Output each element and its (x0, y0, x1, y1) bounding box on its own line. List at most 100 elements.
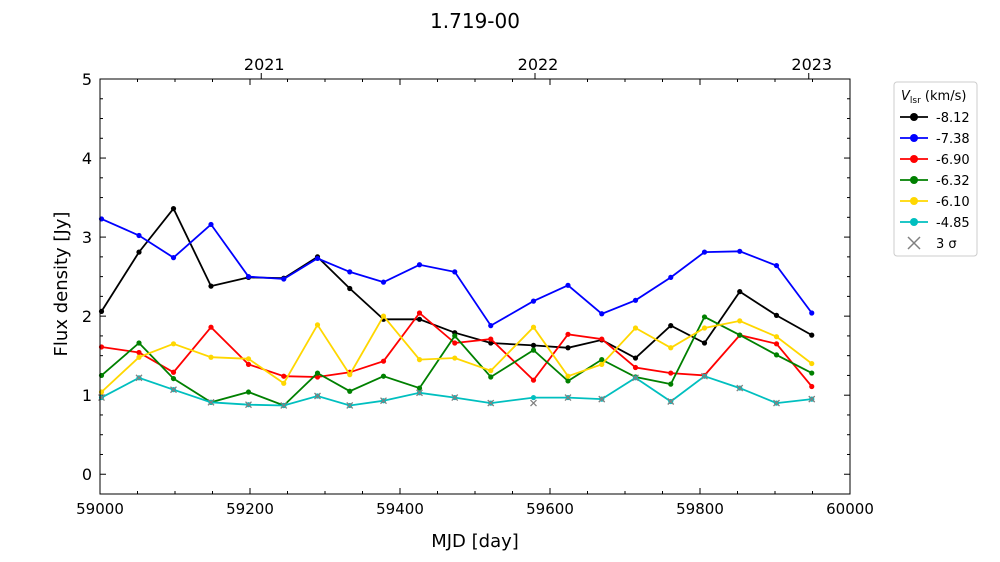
data-point (170, 369, 177, 375)
data-point (530, 342, 537, 348)
legend-swatch-marker (910, 197, 918, 205)
data-point (488, 374, 494, 380)
data-point (416, 357, 423, 363)
legend-entry-label: -7.38 (936, 132, 970, 147)
data-point (170, 341, 177, 347)
data-point (773, 312, 780, 318)
data-point (170, 375, 177, 382)
data-point (452, 355, 458, 361)
data-point (809, 360, 815, 367)
data-point (281, 276, 287, 282)
y-axis-label: Flux density [Jy] (51, 212, 72, 357)
sigma3-marker (487, 399, 495, 407)
data-point (530, 347, 537, 353)
data-point (347, 372, 353, 378)
legend-title: Vlsr (km/s) (901, 89, 966, 106)
data-point (380, 373, 387, 379)
data-point (530, 394, 537, 401)
legend-entry-label: -6.90 (936, 153, 970, 168)
legend-entry-label: -4.85 (936, 216, 970, 231)
data-point (809, 370, 815, 376)
sigma3-marker (314, 392, 321, 400)
data-point (347, 269, 353, 275)
data-point (208, 221, 214, 228)
data-point (668, 274, 674, 281)
legend-entry-label: -8.12 (936, 111, 970, 126)
x-tick-label: 60000 (826, 500, 874, 518)
data-point (136, 232, 142, 239)
data-point (314, 370, 321, 376)
data-point (701, 325, 708, 331)
legend-entry-label: -6.10 (936, 195, 970, 210)
x-tick-label: 59600 (526, 500, 574, 518)
y-tick-label: 4 (82, 149, 92, 168)
data-point (416, 262, 423, 268)
legend-sigma-label: 3 σ (936, 237, 957, 252)
legend-swatch-marker (910, 155, 918, 163)
y-tick-label: 3 (82, 228, 92, 247)
data-point (632, 297, 639, 303)
y-tick-label: 2 (82, 307, 92, 326)
data-point (565, 373, 571, 379)
data-point (416, 310, 423, 316)
data-point (737, 289, 743, 295)
data-point (737, 318, 743, 324)
data-point (565, 331, 571, 337)
data-point (488, 368, 494, 374)
data-point (809, 383, 815, 390)
top-axis-label: 2021 (244, 55, 285, 74)
sigma3-marker (280, 402, 288, 409)
y-tick-label: 0 (82, 465, 92, 484)
data-point (773, 352, 780, 358)
sigma3-marker (808, 395, 816, 403)
data-point (773, 341, 780, 347)
legend-swatch-marker (910, 176, 918, 184)
data-point (701, 314, 708, 320)
data-point (208, 354, 214, 360)
data-point (599, 311, 605, 317)
sigma3-marker (530, 399, 537, 407)
data-point (416, 385, 423, 391)
data-point (245, 389, 252, 395)
data-point (809, 310, 815, 316)
y-tick-label: 5 (82, 70, 92, 89)
y-tick-label: 1 (82, 386, 92, 405)
data-point (136, 340, 142, 346)
sigma3-marker (207, 398, 215, 406)
sigma3-marker (416, 389, 423, 397)
data-point (701, 340, 708, 346)
top-axis-label: 2022 (518, 55, 559, 74)
data-point (136, 349, 142, 356)
data-point (530, 324, 537, 330)
data-point (668, 381, 674, 387)
data-point (380, 313, 387, 319)
sigma3-marker (451, 394, 459, 402)
data-point (380, 279, 387, 285)
data-point (737, 248, 743, 254)
data-point (347, 285, 353, 292)
x-tick-label: 59000 (76, 500, 124, 518)
x-tick-label: 59800 (676, 500, 724, 518)
data-point (632, 355, 639, 361)
sigma3-marker (135, 374, 143, 382)
sigma3-marker (380, 397, 387, 405)
axis-ticks: 59000 59200 59400 59600 59800 60000 0 1 2 3 4 5 2021… (76, 55, 874, 518)
data-point (599, 336, 605, 342)
data-point (245, 356, 252, 362)
x-tick-label: 59400 (376, 500, 424, 518)
sigma3-marker (346, 402, 354, 409)
data-point (170, 255, 177, 261)
legend-sigma-marker (907, 236, 921, 250)
data-point (737, 332, 743, 338)
sigma3-marker (170, 386, 177, 394)
data-point (488, 336, 494, 342)
data-point (599, 357, 605, 363)
sigma3-marker (598, 395, 606, 403)
x-axis-label: MJD [day] (431, 531, 519, 552)
data-point (530, 377, 537, 383)
sigma3-marker (632, 374, 639, 382)
sigma3-marker (245, 401, 252, 409)
data-point (632, 325, 639, 331)
data-point (136, 354, 142, 360)
